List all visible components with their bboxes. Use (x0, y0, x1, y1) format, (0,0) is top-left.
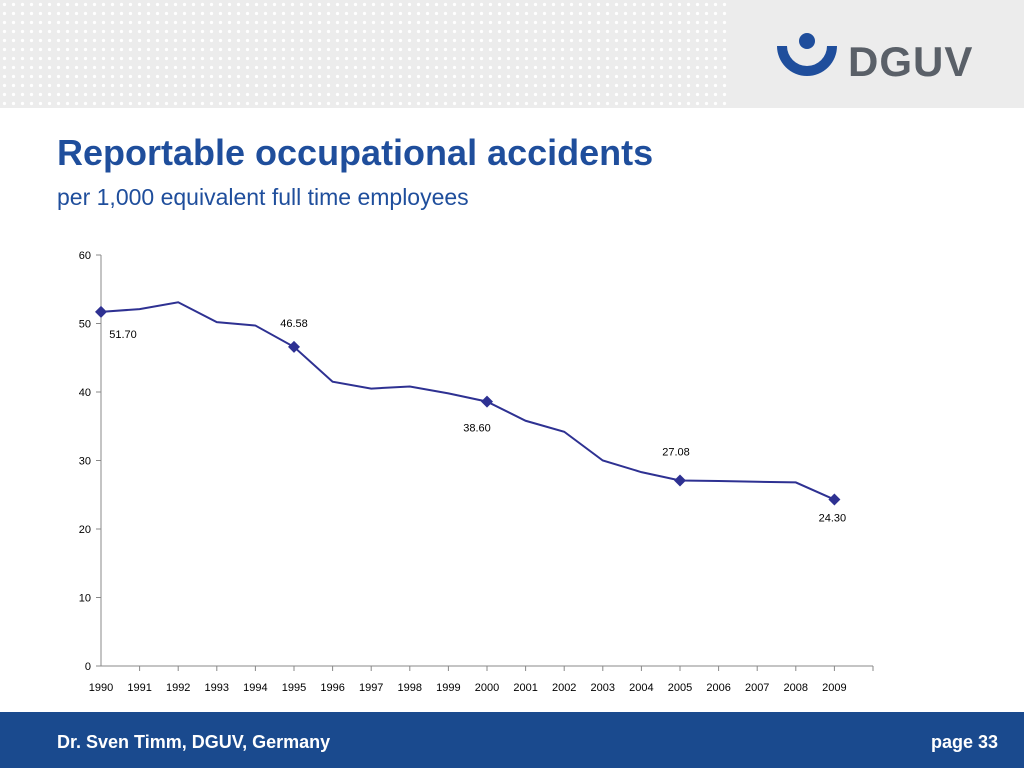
x-tick-label: 1996 (320, 682, 344, 694)
x-tick-label: 2004 (629, 682, 653, 694)
footer-author: Dr. Sven Timm, DGUV, Germany (57, 732, 331, 752)
x-tick-label: 1999 (436, 682, 460, 694)
x-tick-label: 1998 (398, 682, 422, 694)
x-tick-label: 1993 (205, 682, 229, 694)
x-tick-label: 2009 (822, 682, 846, 694)
x-tick-label: 2000 (475, 682, 499, 694)
slide-subtitle: per 1,000 equivalent full time employees (57, 184, 469, 210)
y-tick-label: 40 (79, 387, 91, 399)
x-tick-label: 1997 (359, 682, 383, 694)
y-tick-label: 10 (79, 593, 91, 605)
x-tick-label: 1990 (89, 682, 113, 694)
slide-title: Reportable occupational accidents (57, 132, 654, 173)
y-tick-label: 60 (79, 250, 91, 262)
x-tick-label: 2008 (784, 682, 808, 694)
line-chart: 0 10 20 30 40 50 60 1990 1991 1992 1993 1994 1995 199… (79, 250, 874, 694)
logo-text: DGUV (848, 38, 974, 85)
x-tick-label: 2001 (513, 682, 537, 694)
header-dotted-band (0, 0, 730, 108)
data-point-marker (674, 474, 686, 487)
y-tick-label: 30 (79, 456, 91, 468)
series-line (100, 301, 835, 501)
y-tick-label: 20 (79, 524, 91, 536)
x-tick-label: 2003 (591, 682, 615, 694)
x-tick-label: 2006 (706, 682, 730, 694)
dguv-logo-icon (777, 33, 837, 76)
data-label: 27.08 (662, 447, 690, 459)
y-tick-label: 0 (85, 661, 91, 673)
x-tick-label: 2007 (745, 682, 769, 694)
x-tick-label: 1994 (243, 682, 267, 694)
x-tick-label: 2005 (668, 682, 692, 694)
footer-bar: Dr. Sven Timm, DGUV, Germany page 33 (0, 712, 1024, 768)
y-tick-label: 50 (79, 319, 91, 331)
x-tick-label: 2002 (552, 682, 576, 694)
data-point-marker (288, 340, 300, 353)
x-tick-label: 1991 (127, 682, 151, 694)
data-label: 46.58 (280, 318, 308, 330)
data-label: 24.30 (819, 513, 847, 525)
data-label: 51.70 (109, 329, 137, 341)
data-point-marker (95, 305, 107, 318)
x-tick-label: 1992 (166, 682, 190, 694)
x-tick-label: 1995 (282, 682, 306, 694)
data-point-marker (828, 493, 841, 506)
footer-page-number: page 33 (930, 732, 998, 752)
dguv-logo: DGUV (772, 32, 972, 85)
data-label: 38.60 (463, 423, 491, 435)
data-point-marker (481, 395, 493, 408)
